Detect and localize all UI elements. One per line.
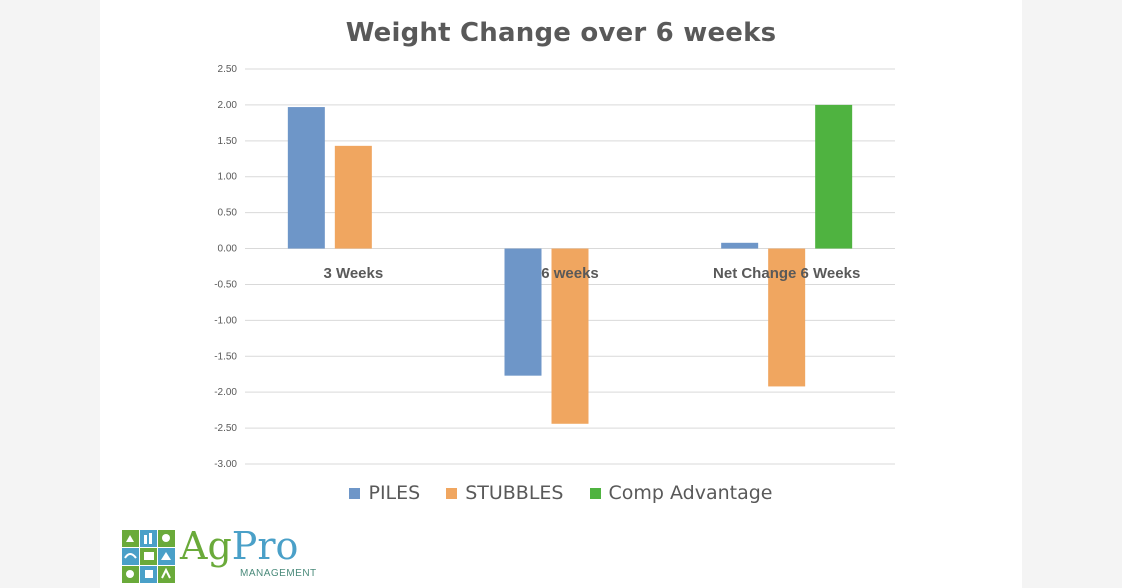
bar-comp-advantage-2 bbox=[815, 104, 853, 249]
bar-stubbles-2 bbox=[768, 248, 806, 387]
logo-pro: Pro bbox=[231, 524, 299, 568]
x-category-label: 3 Weeks bbox=[323, 265, 383, 282]
legend-swatch-stubbles bbox=[446, 487, 458, 499]
y-tick-label: 1.50 bbox=[218, 136, 238, 147]
y-tick-label: 0.00 bbox=[218, 244, 238, 255]
x-category-label: Net Change 6 Weeks bbox=[713, 265, 860, 282]
y-tick-label: -0.50 bbox=[214, 279, 237, 290]
farm-grid-logo-icon bbox=[122, 530, 175, 583]
bar-piles-1 bbox=[504, 248, 542, 376]
legend-swatch-comp-advantage bbox=[589, 487, 601, 499]
legend-item-stubbles: STUBBLES bbox=[446, 482, 564, 504]
bar-stubbles-1 bbox=[551, 248, 589, 424]
y-tick-label: -2.50 bbox=[214, 423, 237, 434]
bar-piles-0 bbox=[287, 107, 325, 249]
logo-wordmark: AgPro bbox=[180, 524, 298, 568]
logo-ag: Ag bbox=[180, 524, 232, 568]
legend-swatch-piles bbox=[349, 487, 361, 499]
legend-label-stubbles: STUBBLES bbox=[465, 482, 564, 504]
y-tick-label: -1.50 bbox=[214, 351, 237, 362]
chart-page: Weight Change over 6 weeks 2.50 2.00 1.50 1… bbox=[100, 0, 1022, 588]
legend-item-piles: PILES bbox=[349, 482, 420, 504]
y-tick-label: 1.00 bbox=[218, 172, 238, 183]
legend-label-comp-advantage: Comp Advantage bbox=[608, 482, 773, 504]
y-tick-label: -2.00 bbox=[214, 387, 237, 398]
legend-item-comp-advantage: Comp Advantage bbox=[589, 482, 773, 504]
y-tick-label: -1.00 bbox=[214, 315, 237, 326]
y-tick-label: 2.50 bbox=[218, 64, 238, 75]
x-category-label: 6 weeks bbox=[541, 265, 599, 282]
bar-piles-2 bbox=[721, 242, 759, 249]
chart-legend: PILES STUBBLES Comp Advantage bbox=[100, 482, 1022, 504]
logo-subtitle: MANAGEMENT bbox=[240, 568, 317, 579]
legend-label-piles: PILES bbox=[368, 482, 421, 504]
bar-stubbles-0 bbox=[334, 145, 372, 249]
chart-title: Weight Change over 6 weeks bbox=[345, 18, 777, 48]
agpro-logo: AgPro MANAGEMENT bbox=[122, 524, 322, 584]
y-tick-label: 0.50 bbox=[218, 208, 238, 219]
bar-chart: 2.50 2.00 1.50 1.00 0.50 0.00 -0.50 -1.00 -1.50 -… bbox=[214, 64, 895, 470]
y-tick-label: -3.00 bbox=[214, 459, 237, 470]
y-tick-label: 2.00 bbox=[218, 100, 238, 111]
